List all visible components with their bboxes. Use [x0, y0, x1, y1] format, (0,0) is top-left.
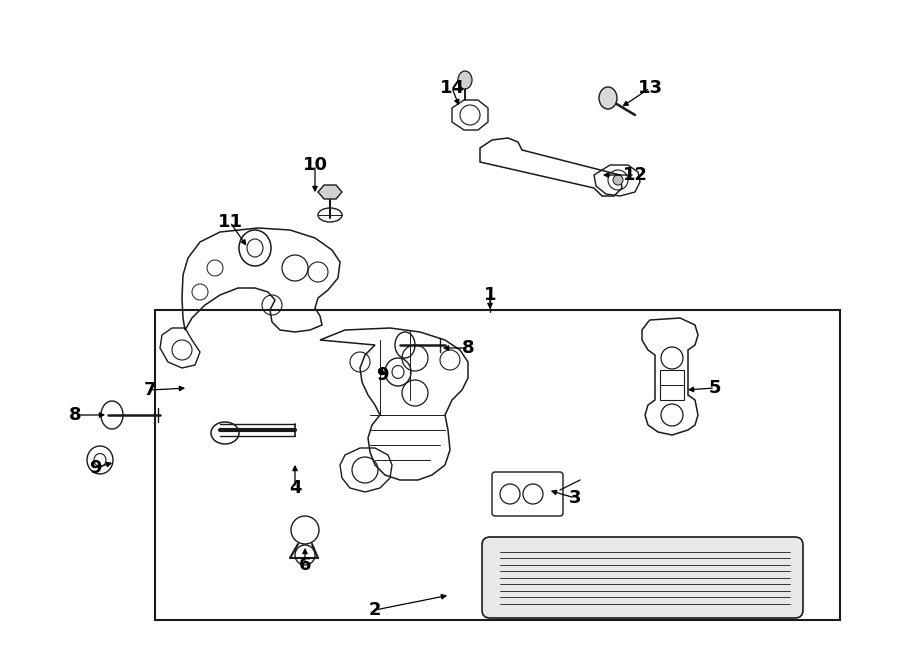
Text: 7: 7: [144, 381, 157, 399]
Text: 10: 10: [302, 156, 328, 174]
Text: 13: 13: [637, 79, 662, 97]
Text: 3: 3: [569, 489, 581, 507]
Text: 5: 5: [709, 379, 721, 397]
Ellipse shape: [599, 87, 617, 109]
Ellipse shape: [458, 71, 472, 89]
Text: 6: 6: [299, 556, 311, 574]
Text: 9: 9: [376, 366, 388, 384]
Text: 9: 9: [89, 459, 101, 477]
Text: 11: 11: [218, 213, 242, 231]
Text: 4: 4: [289, 479, 302, 497]
Text: 2: 2: [369, 601, 382, 619]
Text: 1: 1: [484, 286, 496, 304]
Text: 14: 14: [439, 79, 464, 97]
Bar: [660, 370, 684, 400]
FancyBboxPatch shape: [482, 537, 803, 618]
Circle shape: [613, 175, 623, 185]
Bar: [155, 310, 840, 620]
Text: 8: 8: [68, 406, 81, 424]
Polygon shape: [318, 185, 342, 199]
Text: 12: 12: [623, 166, 647, 184]
Text: 8: 8: [462, 339, 474, 357]
